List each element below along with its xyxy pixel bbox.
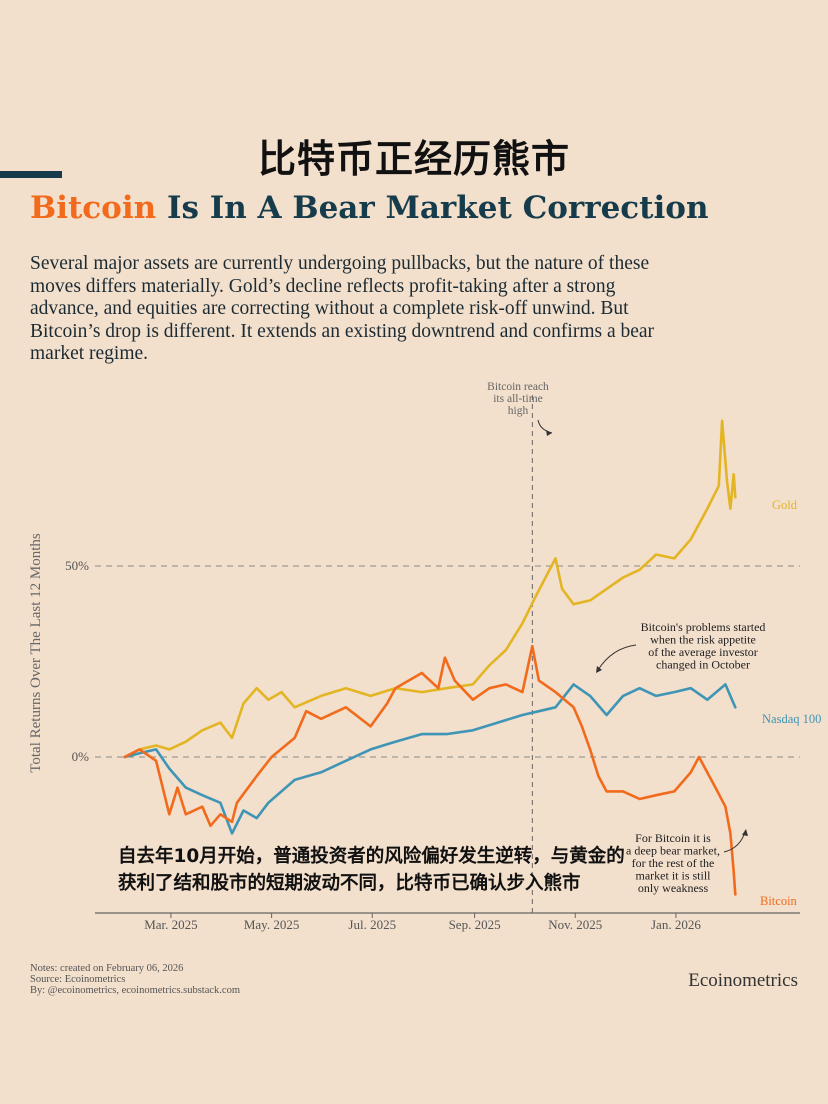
risk-appetite-annotation-line: when the risk appetite <box>650 633 756 647</box>
gold-label: Gold <box>772 498 798 512</box>
risk-appetite-arrowhead <box>596 666 602 673</box>
ath-annotation-line: high <box>508 405 529 417</box>
risk-appetite-annotation-line: changed in October <box>656 658 750 672</box>
bear-market-annotation-line: only weakness <box>638 881 709 895</box>
x-tick-label: Mar. 2025 <box>144 917 197 932</box>
chinese-title: 比特币正经历熊市 <box>257 137 570 181</box>
note-date: Notes: created on February 06, 2026 <box>30 963 184 974</box>
nasdaq-100-label: Nasdaq 100 <box>762 712 821 726</box>
overlay-caption: 自去年10月开始，普通投资者的风险偏好发生逆转，与黄金的获利了结和股市的短期波动… <box>118 846 625 894</box>
x-tick-label: Jul. 2025 <box>348 917 396 932</box>
bear-market-annotation-line: market it is still <box>636 869 712 883</box>
ath-annotation-line: its all-time <box>493 393 543 405</box>
x-tick-label: Jan. 2026 <box>651 917 701 932</box>
y-tick-label: 50% <box>65 558 89 573</box>
bitcoin-line <box>123 644 737 896</box>
note-by: By: @ecoinometrics, ecoinometrics.substa… <box>30 985 240 996</box>
risk-appetite-annotation-line: of the average investor <box>648 645 758 659</box>
x-tick-label: Sep. 2025 <box>449 917 501 932</box>
bear-market-annotation-line: for the rest of the <box>632 856 715 870</box>
ath-annotation-arrow <box>537 419 553 434</box>
y-tick-label: 0% <box>72 749 90 764</box>
footer-notes: Notes: created on February 06, 2026 Sour… <box>30 963 240 996</box>
gold-line <box>123 419 737 759</box>
brand-name: Ecoinometrics <box>688 970 798 991</box>
bear-market-arrow <box>723 831 746 853</box>
ath-annotation-line: Bitcoin reach <box>487 381 549 393</box>
risk-appetite-annotation-line: Bitcoin's problems started <box>641 620 766 634</box>
ath-annotation-arrowhead <box>546 430 552 436</box>
x-tick-label: Nov. 2025 <box>548 917 602 932</box>
title-highlight: Bitcoin <box>30 190 157 226</box>
bear-market-annotation-line: a deep bear market, <box>626 844 720 858</box>
description: Several major assets are currently under… <box>30 253 655 364</box>
note-source: Source: Ecoinometrics <box>30 974 126 985</box>
nasdaq-100-line <box>123 683 737 835</box>
y-axis-label: Total Returns Over The Last 12 Months <box>28 533 44 773</box>
risk-appetite-arrow <box>597 644 637 671</box>
bitcoin-label: Bitcoin <box>760 894 798 908</box>
chart-title: Bitcoin Is In A Bear Market Correction <box>30 190 709 226</box>
accent-bar <box>0 171 62 178</box>
title-rest: Is In A Bear Market Correction <box>156 190 709 226</box>
x-tick-label: May. 2025 <box>244 917 300 932</box>
returns-chart: 0% 50% Mar. 2025 May. 2025 Jul. 2025 Sep. 202… <box>28 381 821 932</box>
bear-market-arrowhead <box>742 829 748 836</box>
bear-market-annotation-line: For Bitcoin it is <box>635 831 711 845</box>
